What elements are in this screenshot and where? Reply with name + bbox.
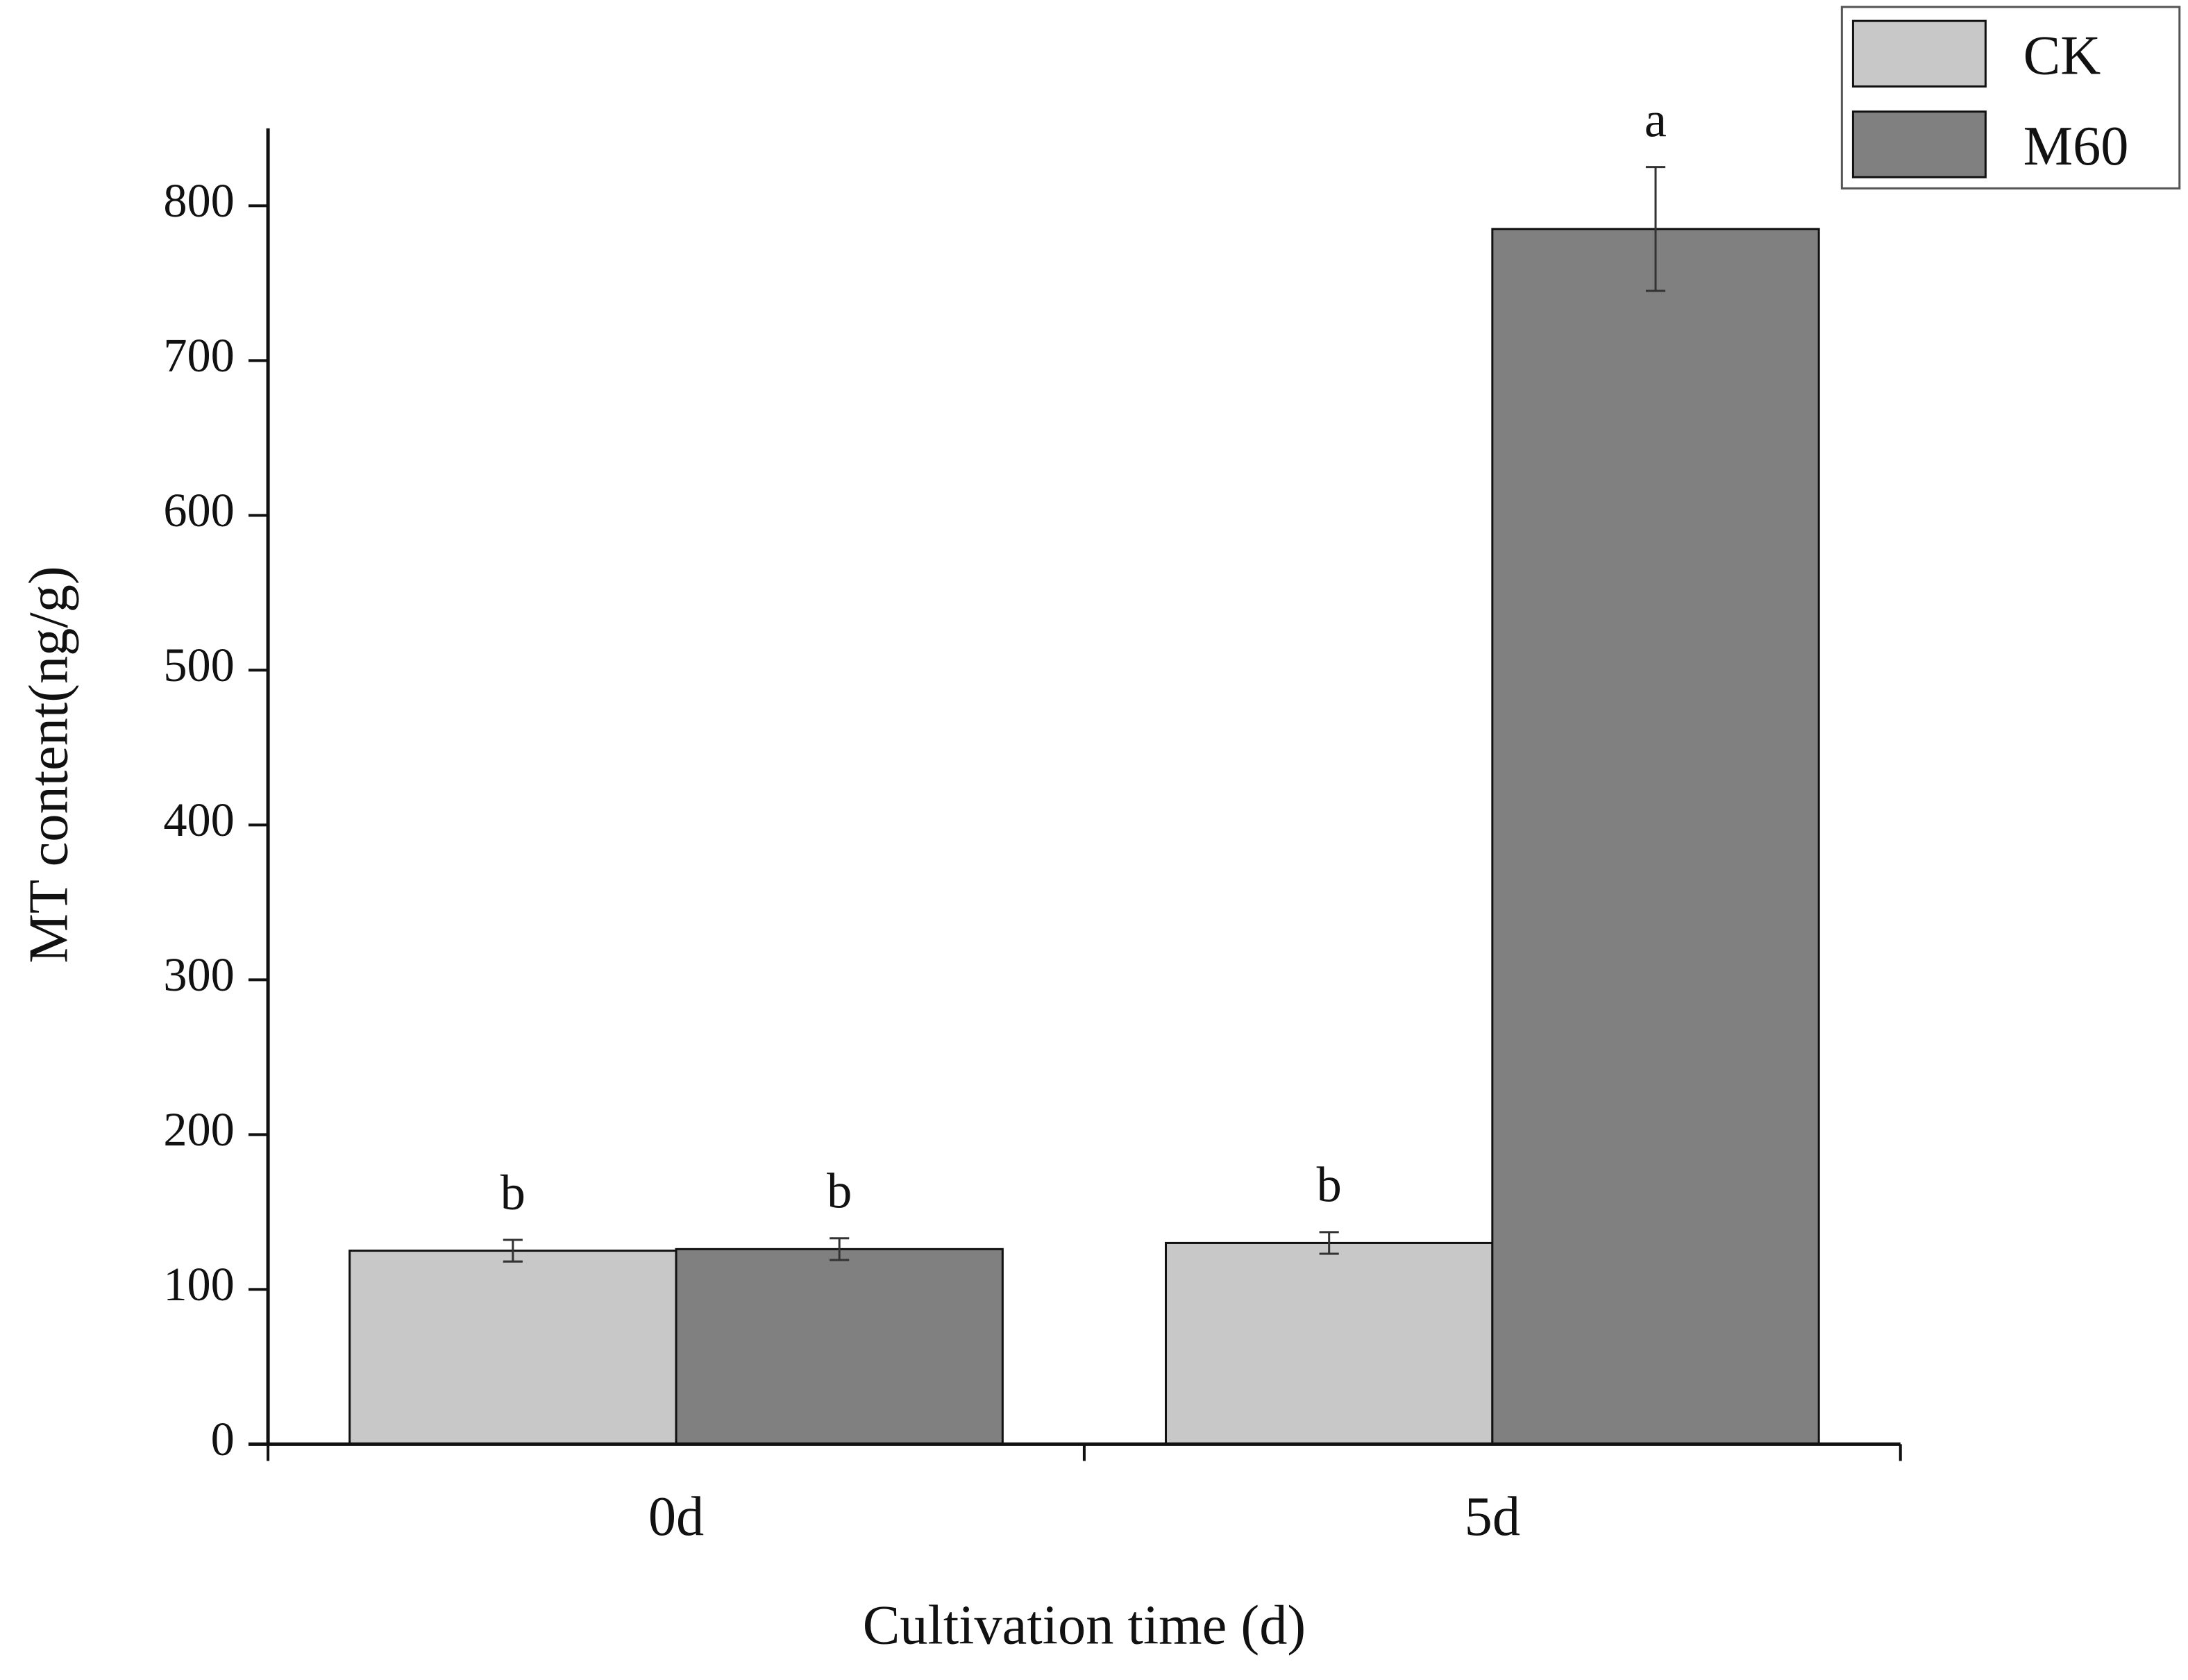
bar [1165,1241,1494,1445]
legend-swatch [1851,110,1987,178]
y-tick-label: 600 [163,484,235,537]
x-tick-label: 0d [648,1486,704,1547]
y-tick-label: 300 [163,948,235,1001]
significance-label: b [827,1164,852,1219]
error-bar [503,1238,523,1263]
x-tick-label: 5d [1465,1486,1520,1547]
y-axis-label: MT content(ng/g) [18,566,80,963]
bar [348,1250,678,1445]
error-bar [830,1237,850,1261]
legend-label: CK [2023,25,2101,87]
significance-label: b [1317,1157,1342,1213]
error-bar [1319,1231,1339,1255]
y-tick-label: 800 [163,174,235,227]
y-tick-label: 700 [163,329,235,382]
significance-label: b [500,1165,525,1220]
legend-label: M60 [2023,115,2129,177]
error-bar [1645,166,1666,292]
x-axis-label: Cultivation time (d) [863,1595,1306,1656]
y-tick-label: 100 [163,1258,235,1311]
y-tick-label: 500 [163,639,235,691]
y-tick-label: 400 [163,793,235,846]
y-tick-label: 200 [163,1103,235,1156]
legend-swatch [1851,19,1987,88]
bar [1491,228,1820,1445]
bar [675,1248,1004,1445]
y-tick-label: 0 [211,1413,235,1465]
significance-label: a [1644,92,1667,147]
